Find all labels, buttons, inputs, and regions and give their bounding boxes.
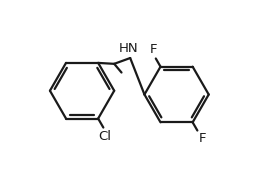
Text: F: F xyxy=(150,43,158,57)
Text: F: F xyxy=(198,132,206,145)
Text: Cl: Cl xyxy=(98,129,111,143)
Text: HN: HN xyxy=(119,42,138,55)
